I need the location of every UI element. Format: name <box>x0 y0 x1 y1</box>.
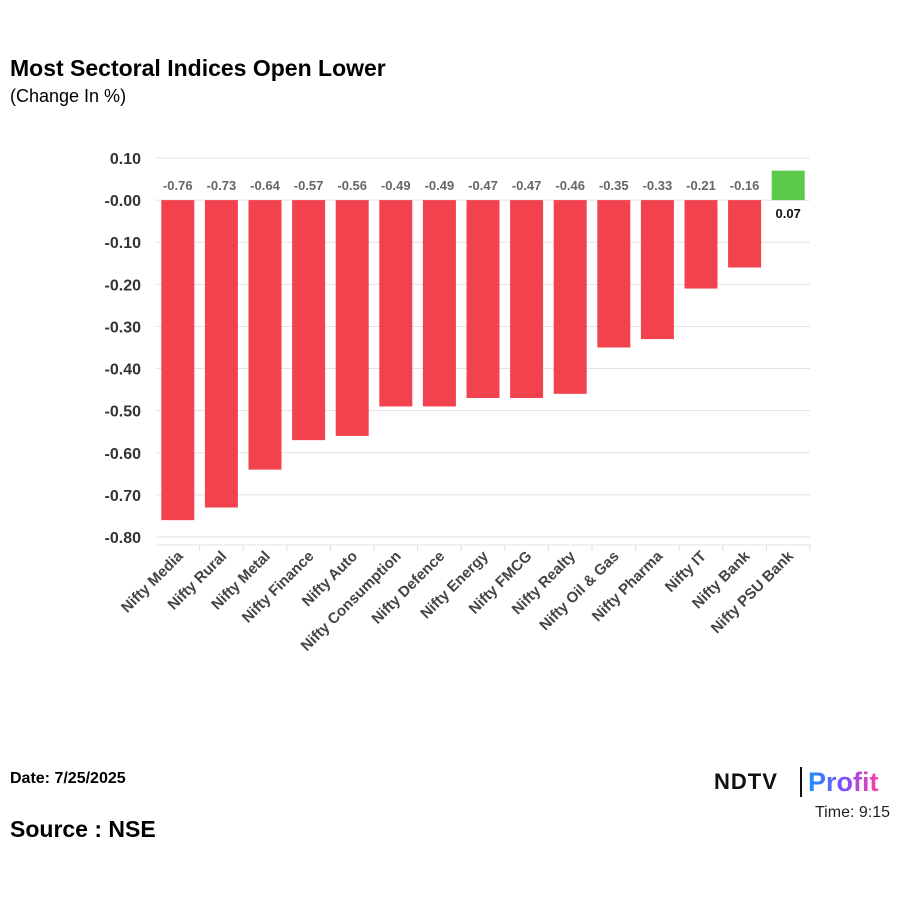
data-label: -0.21 <box>686 178 716 193</box>
bar <box>510 200 543 398</box>
time-label: Time: 9:15 <box>815 804 890 822</box>
bar <box>728 200 761 267</box>
bar <box>772 171 805 200</box>
y-tick-label: -0.20 <box>105 277 142 294</box>
data-label: -0.49 <box>381 178 411 193</box>
data-label: -0.47 <box>512 178 542 193</box>
y-tick-label: -0.40 <box>105 362 142 379</box>
bar <box>423 200 456 406</box>
y-tick-label: -0.60 <box>105 446 142 463</box>
bar <box>336 200 369 436</box>
data-label: -0.57 <box>294 178 324 193</box>
bar <box>467 200 500 398</box>
data-label: -0.35 <box>599 178 629 193</box>
y-tick-label: -0.80 <box>105 530 142 547</box>
y-tick-label: -0.70 <box>105 488 142 505</box>
y-tick-label: -0.50 <box>105 404 142 421</box>
profit-logo-text: Profit <box>808 767 879 798</box>
bar <box>685 200 718 288</box>
bar <box>554 200 587 394</box>
bar <box>249 200 282 470</box>
data-label: -0.64 <box>250 178 280 193</box>
data-label: -0.16 <box>730 178 760 193</box>
data-label: 0.07 <box>776 206 801 221</box>
y-tick-label: -0.30 <box>105 319 142 336</box>
bar <box>292 200 325 440</box>
bar <box>161 200 194 520</box>
ndtv-logo-text: NDTV <box>714 769 778 795</box>
source-label: Source : NSE <box>10 816 156 843</box>
date-label: Date: 7/25/2025 <box>10 770 126 788</box>
x-tick-label: Nifty PSU Bank <box>708 547 798 637</box>
bar <box>597 200 630 347</box>
logo-divider <box>800 767 802 797</box>
data-label: -0.46 <box>555 178 585 193</box>
data-label: -0.76 <box>163 178 193 193</box>
bar-chart: 0.10 -0.00 -0.10 -0.20 -0.30 -0.40 -0.50 -0.60 -… <box>0 0 900 760</box>
y-tick-label: 0.10 <box>110 151 141 168</box>
data-label: -0.56 <box>337 178 367 193</box>
bar <box>641 200 674 339</box>
bar <box>379 200 412 406</box>
data-label: -0.49 <box>425 178 455 193</box>
data-label: -0.73 <box>207 178 237 193</box>
data-label: -0.47 <box>468 178 498 193</box>
ndtv-profit-logo: NDTV Profit <box>714 767 894 799</box>
bar <box>205 200 238 507</box>
y-tick-label: -0.00 <box>105 193 142 210</box>
data-label: -0.33 <box>643 178 673 193</box>
y-tick-label: -0.10 <box>105 235 142 252</box>
